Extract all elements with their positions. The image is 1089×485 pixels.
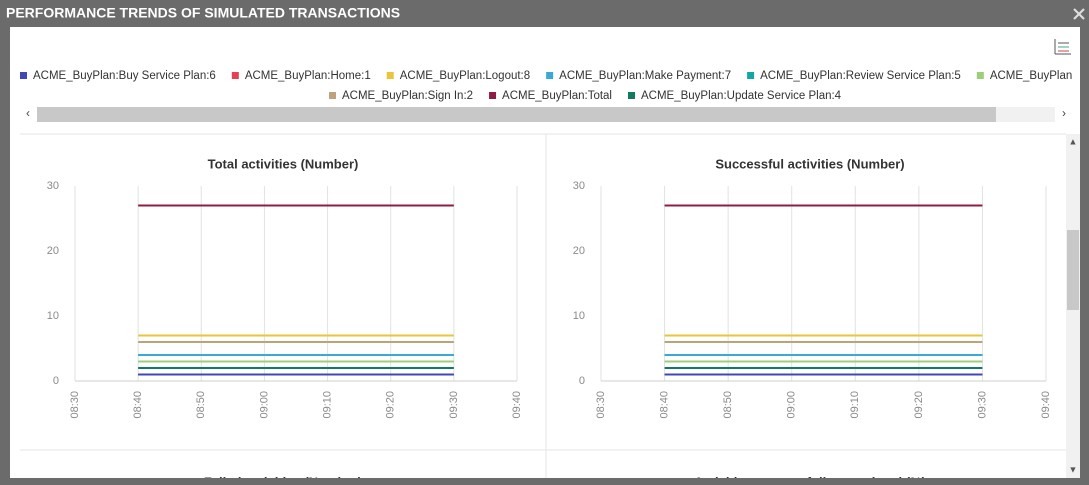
x-tick-label: 08:30 — [595, 391, 607, 419]
window-title: PERFORMANCE TRENDS OF SIMULATED TRANSACT… — [6, 5, 400, 21]
y-tick-label: 30 — [47, 180, 59, 192]
legend-swatch — [747, 72, 755, 79]
legend-label: ACME_BuyPlan:Update Service Plan:4 — [641, 90, 842, 102]
legend: ACME_BuyPlan:Buy Service Plan:6 ACME_BuyP… — [20, 70, 1089, 102]
svg-text:▲: ▲ — [1069, 136, 1078, 146]
x-tick-label: 08:50 — [722, 391, 734, 419]
y-tick-label: 30 — [573, 180, 585, 192]
x-tick-label: 08:50 — [195, 391, 207, 419]
legend-label: ACME_BuyPlan:Total — [502, 90, 612, 102]
svg-text:‹: ‹ — [26, 106, 30, 120]
legend-label: ACME_BuyPlan:Make Payment:7 — [559, 70, 731, 82]
legend-swatch — [546, 72, 554, 79]
y-tick-label: 20 — [47, 245, 59, 257]
legend-label: ACME_BuyPlan:Buy Service Plan:6 — [33, 70, 216, 82]
x-tick-label: 09:30 — [448, 391, 460, 419]
legend-label: ACME_BuyPlan:Sign In:2 — [342, 90, 473, 102]
y-tick-label: 10 — [47, 310, 59, 322]
x-tick-label: 09:40 — [511, 391, 523, 419]
legend-label: ACME_BuyPlan:Logout:8 — [400, 70, 530, 82]
x-tick-label: 09:00 — [258, 391, 270, 419]
x-tick-label: 09:10 — [321, 391, 333, 419]
legend-swatch — [329, 92, 336, 99]
legend-label: ACME_BuyPlan:Home:1 — [245, 70, 371, 82]
horizontal-scrollbar[interactable]: ‹ › — [26, 106, 1066, 122]
svg-text:›: › — [1062, 106, 1066, 120]
y-tick-label: 10 — [573, 310, 585, 322]
x-tick-label: 09:10 — [849, 391, 861, 419]
y-tick-label: 0 — [53, 375, 59, 387]
legend-label: ACME_BuyPlan:Select Service — [990, 70, 1089, 82]
close-button[interactable] — [1073, 8, 1085, 20]
y-tick-label: 0 — [579, 375, 585, 387]
legend-swatch — [628, 92, 635, 99]
svg-text:▼: ▼ — [1069, 464, 1078, 474]
x-tick-label: 08:40 — [132, 391, 144, 419]
legend-swatch — [976, 72, 984, 79]
legend-swatch — [231, 72, 239, 79]
legend-swatch — [20, 72, 27, 79]
chart-title: Successful activities (Number) — [715, 156, 904, 171]
x-tick-label: 08:40 — [658, 391, 670, 419]
vertical-scrollbar[interactable]: ▲ ▼ — [1066, 134, 1080, 478]
window-frame-bottom — [0, 478, 1089, 485]
x-tick-label: 09:30 — [976, 391, 988, 419]
x-tick-label: 09:20 — [913, 391, 925, 419]
legend-label: ACME_BuyPlan:Review Service Plan:5 — [760, 70, 961, 82]
legend-swatch — [386, 72, 394, 79]
y-tick-label: 20 — [573, 245, 585, 257]
x-tick-label: 09:00 — [786, 391, 798, 419]
x-tick-label: 08:30 — [69, 391, 81, 419]
x-tick-label: 09:20 — [385, 391, 397, 419]
legend-swatch — [489, 92, 497, 99]
chart-options-icon[interactable] — [1054, 39, 1071, 55]
content — [10, 27, 1080, 478]
x-tick-label: 09:40 — [1040, 391, 1052, 419]
chart-title: Total activities (Number) — [208, 156, 359, 171]
